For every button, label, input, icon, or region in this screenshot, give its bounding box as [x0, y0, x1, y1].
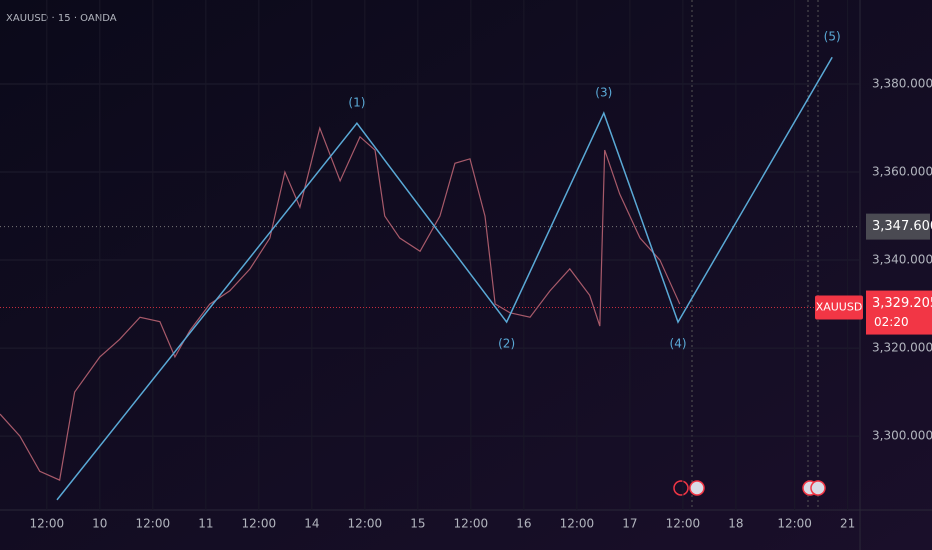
price-tag	[866, 213, 930, 240]
price-series	[0, 126, 681, 481]
current-price-label: 3,329.205	[872, 296, 932, 311]
wave-label: (1)	[348, 96, 365, 110]
y-tick-label: 3,380.000	[872, 77, 932, 91]
event-icon[interactable]	[810, 480, 826, 496]
wave-label: (5)	[824, 30, 841, 44]
x-tick-label: 17	[622, 517, 637, 531]
y-tick-label: 3,360.000	[872, 165, 932, 179]
x-tick-label: 14	[304, 517, 319, 531]
x-tick-label: 12:00	[560, 517, 595, 531]
symbol-tag	[815, 295, 863, 320]
x-tick-label: 21	[840, 517, 855, 531]
x-tick-label: 12:00	[136, 517, 171, 531]
x-tick-label: 18	[728, 517, 743, 531]
symbol-label: XAUUSD	[816, 301, 863, 314]
x-tick-label: 11	[198, 517, 213, 531]
wave-label: (4)	[670, 337, 687, 351]
y-tick-label: 3,300.000	[872, 429, 932, 443]
wave-label: (2)	[498, 337, 515, 351]
x-tick-label: 12:00	[242, 517, 277, 531]
x-tick-label: 12:00	[30, 517, 65, 531]
wave-line	[56, 56, 833, 501]
countdown-label: 02:20	[874, 315, 909, 329]
event-icon[interactable]	[673, 480, 689, 496]
x-tick-label: 12:00	[666, 517, 701, 531]
x-tick-label: 12:00	[348, 517, 383, 531]
price-tag-label: 3,347.600	[872, 219, 932, 234]
y-tick-label: 3,320.000	[872, 341, 932, 355]
x-tick-label: 12:00	[777, 517, 812, 531]
event-icon[interactable]	[689, 480, 705, 496]
x-tick-label: 16	[516, 517, 531, 531]
x-tick-label: 15	[410, 517, 425, 531]
x-tick-label: 10	[92, 517, 107, 531]
wave-label: (3)	[595, 86, 612, 100]
current-price-tag	[866, 290, 932, 335]
chart-title: XAUUSD · 15 · OANDA	[6, 13, 117, 24]
x-tick-label: 12:00	[454, 517, 489, 531]
y-tick-label: 3,340.000	[872, 253, 932, 267]
